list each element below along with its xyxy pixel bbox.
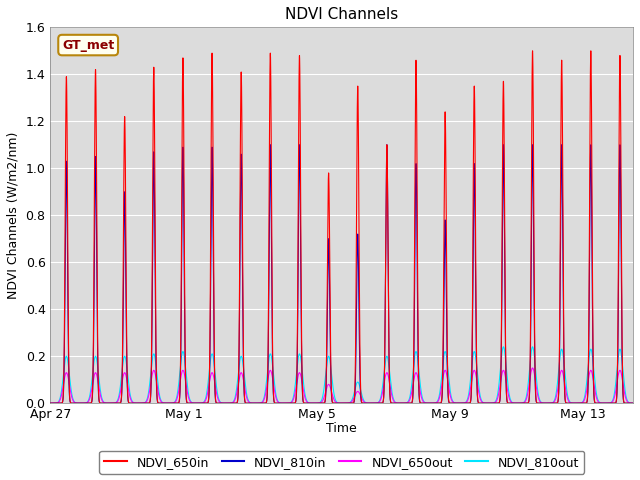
X-axis label: Time: Time [326,422,357,435]
Title: NDVI Channels: NDVI Channels [285,7,398,22]
Text: GT_met: GT_met [62,38,115,51]
Legend: NDVI_650in, NDVI_810in, NDVI_650out, NDVI_810out: NDVI_650in, NDVI_810in, NDVI_650out, NDV… [99,451,584,474]
Y-axis label: NDVI Channels (W/m2/nm): NDVI Channels (W/m2/nm) [7,132,20,299]
